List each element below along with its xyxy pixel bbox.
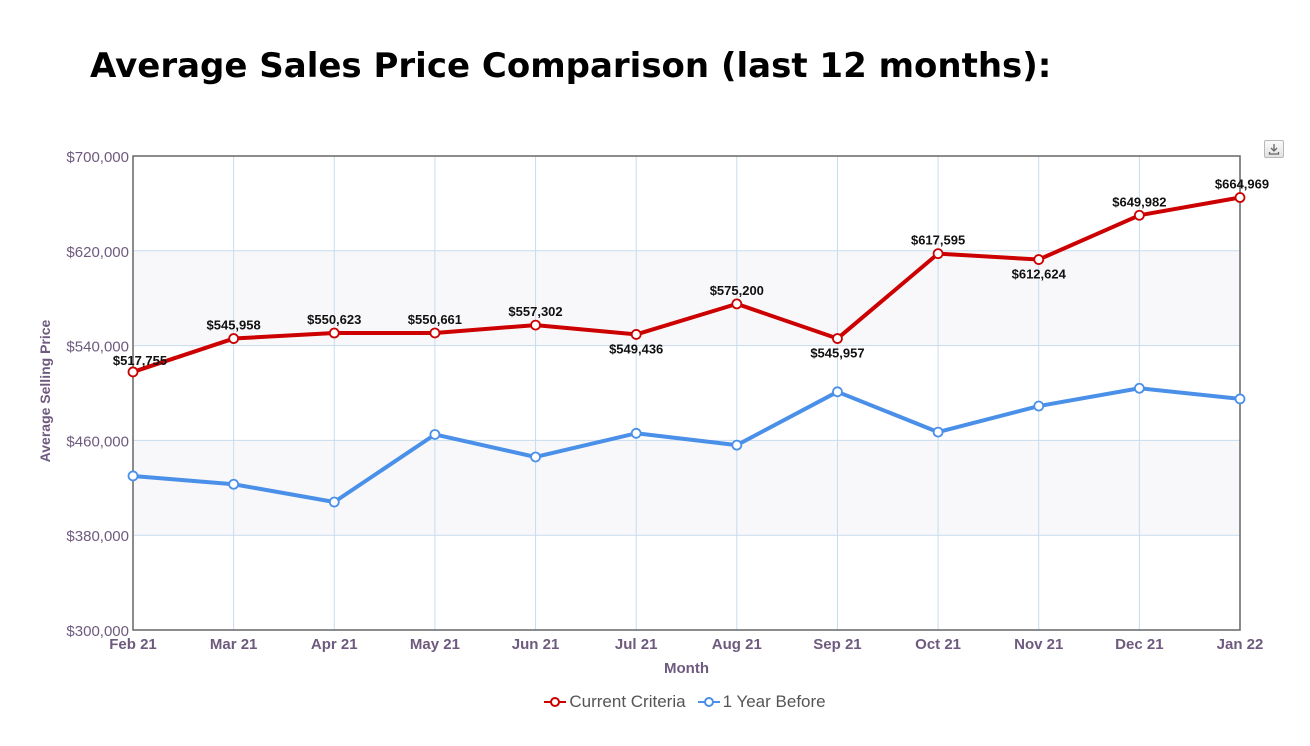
data-point-prior <box>127 470 139 482</box>
legend-label-current: Current Criteria <box>569 692 686 711</box>
export-button[interactable] <box>1264 140 1284 158</box>
x-tick-label: Mar 21 <box>210 636 258 653</box>
data-point-prior <box>832 386 843 398</box>
x-tick-label: Dec 21 <box>1115 636 1163 653</box>
y-axis-title: Average Selling Price <box>37 319 53 462</box>
x-tick-label: Sep 21 <box>813 636 861 653</box>
x-tick-label: Oct 21 <box>915 636 961 653</box>
data-label: $617,595 <box>911 233 965 248</box>
x-tick-label: May 21 <box>410 636 460 653</box>
data-point-current <box>530 319 541 331</box>
legend-marker-current <box>544 697 567 707</box>
data-point-current <box>228 333 240 344</box>
data-point-prior <box>328 496 340 508</box>
data-point-prior <box>932 426 944 438</box>
data-label: $550,623 <box>307 312 361 327</box>
data-point-current <box>630 329 642 340</box>
x-tick-label: Apr 21 <box>311 636 358 653</box>
data-point-current <box>328 327 340 339</box>
y-tick-label: $460,000 <box>66 433 129 450</box>
data-point-current <box>1033 254 1045 265</box>
data-point-current <box>731 298 743 310</box>
chart-legend: Current Criteria 1 Year Before <box>0 692 1310 712</box>
x-tick-label: Aug 21 <box>712 636 762 653</box>
x-tick-label: Jun 21 <box>512 636 560 653</box>
legend-marker-prior <box>697 697 720 707</box>
y-tick-label: $540,000 <box>66 339 129 356</box>
data-point-prior <box>630 427 642 439</box>
legend-item-current[interactable]: Current Criteria <box>544 692 686 712</box>
data-point-prior <box>429 429 441 440</box>
legend-item-prior[interactable]: 1 Year Before <box>697 692 826 712</box>
data-point-prior <box>731 439 743 451</box>
x-axis-title: Month <box>664 660 709 677</box>
y-tick-label: $700,000 <box>66 149 129 166</box>
data-point-current <box>832 333 843 344</box>
y-tick-label: $620,000 <box>66 244 129 261</box>
data-label: $550,661 <box>408 312 462 327</box>
legend-label-prior: 1 Year Before <box>722 692 826 711</box>
data-label: $549,436 <box>609 341 663 356</box>
data-point-current <box>932 248 944 260</box>
y-tick-label: $380,000 <box>66 528 129 545</box>
data-point-prior <box>1033 400 1045 412</box>
data-point-prior <box>1133 382 1145 394</box>
data-point-prior <box>1234 393 1246 405</box>
data-label: $545,958 <box>207 318 261 333</box>
series-line-prior <box>132 386 1241 505</box>
data-point-current <box>1234 192 1246 203</box>
data-point-current <box>127 366 139 378</box>
data-label: $557,302 <box>508 304 562 319</box>
data-label: $545,957 <box>810 346 864 361</box>
data-point-current <box>1133 209 1145 221</box>
plot-band <box>133 440 1240 536</box>
data-point-current <box>429 327 441 339</box>
data-label: $517,755 <box>113 353 167 368</box>
plot-band <box>133 250 1240 346</box>
series-line-current <box>132 195 1241 374</box>
data-label: $575,200 <box>710 283 764 298</box>
data-label: $612,624 <box>1012 267 1067 282</box>
page-title: Average Sales Price Comparison (last 12 … <box>90 46 1052 86</box>
x-tick-label: Nov 21 <box>1014 636 1063 653</box>
download-icon <box>1268 144 1280 155</box>
x-tick-label: Jul 21 <box>615 636 658 653</box>
data-label: $649,982 <box>1112 194 1166 209</box>
x-tick-label: Jan 22 <box>1217 636 1264 653</box>
plot-border <box>132 155 1241 631</box>
data-point-prior <box>228 478 240 490</box>
data-point-prior <box>530 451 541 463</box>
x-tick-label: Feb 21 <box>109 636 157 653</box>
data-label: $664,969 <box>1215 177 1269 192</box>
y-tick-label: $300,000 <box>66 623 129 640</box>
